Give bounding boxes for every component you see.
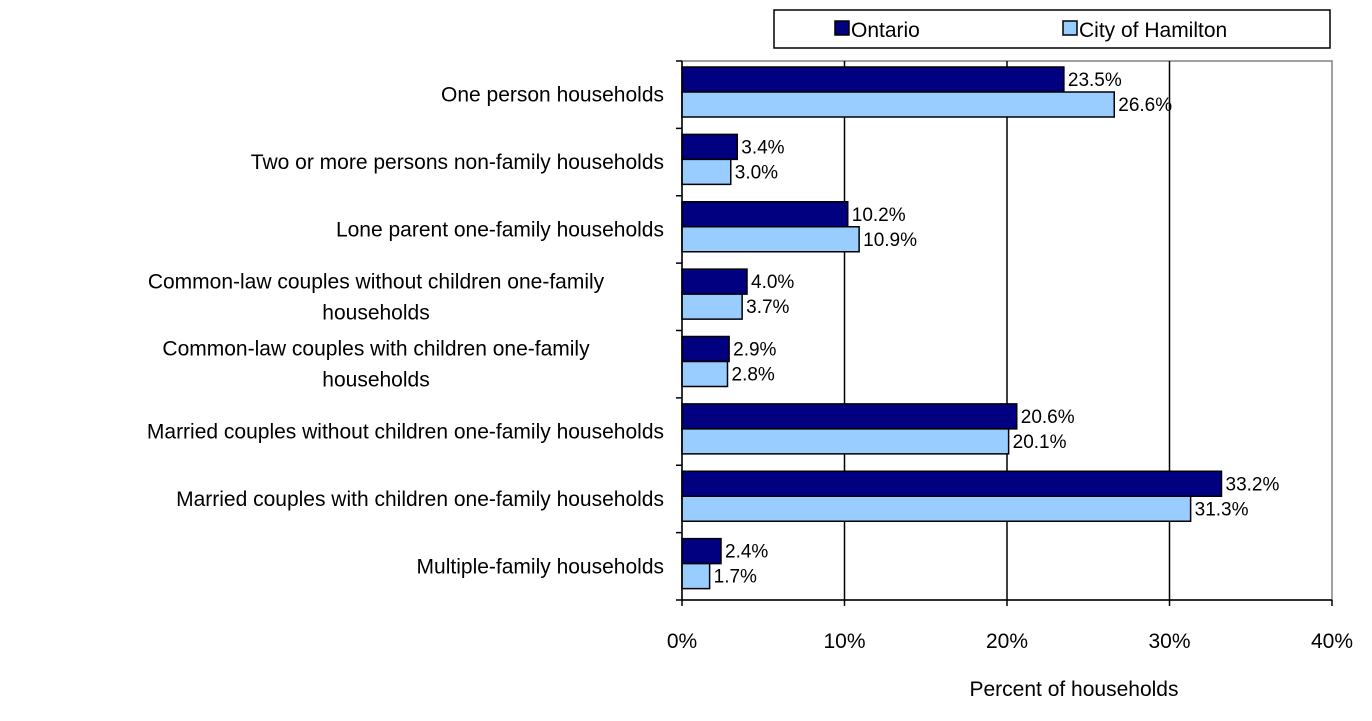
bar-ontario-married-couples-without-children-one-family-households [681, 403, 1018, 430]
category-label-line: Common-law couples with children one-fam… [162, 338, 590, 361]
category-label-line: Married couples without children one-fam… [147, 421, 664, 444]
category-label-line: Common-law couples without children one-… [148, 270, 605, 293]
category-label-two-or-more-persons-non-family-households: Two or more persons non-family household… [251, 151, 664, 174]
category-label-line: Multiple-family households [417, 555, 664, 578]
legend-label-ontario: Ontario [851, 19, 920, 42]
category-label-multiple-family-households: Multiple-family households [417, 555, 664, 578]
data-label-city-of-hamilton-common-law-couples-with-children-one-family-households: 2.8% [732, 365, 775, 386]
bar-ontario-married-couples-with-children-one-family-households [681, 470, 1223, 497]
bar-city-of-hamilton-common-law-couples-with-children-one-family-households [681, 360, 729, 388]
data-label-city-of-hamilton-married-couples-without-children-one-family-households: 20.1% [1013, 432, 1067, 453]
legend-box [773, 9, 1331, 49]
x-tick-label-0: 0% [667, 630, 697, 653]
data-label-city-of-hamilton-married-couples-with-children-one-family-households: 31.3% [1195, 499, 1249, 520]
data-label-ontario-common-law-couples-with-children-one-family-households: 2.9% [733, 340, 776, 361]
data-label-ontario-one-person-households: 23.5% [1068, 70, 1122, 91]
data-label-city-of-hamilton-common-law-couples-without-children-one-family-households: 3.7% [746, 297, 789, 318]
bar-ontario-multiple-family-households [681, 537, 722, 565]
bar-city-of-hamilton-two-or-more-persons-non-family-households [681, 158, 732, 186]
x-tick-label-30: 30% [1148, 630, 1190, 653]
bar-ontario-common-law-couples-with-children-one-family-households [681, 335, 730, 363]
category-label-lone-parent-one-family-households: Lone parent one-family households [336, 218, 664, 241]
legend-label-city-of-hamilton: City of Hamilton [1079, 19, 1227, 42]
category-label-married-couples-with-children-one-family-households: Married couples with children one-family… [176, 488, 664, 511]
bar-city-of-hamilton-lone-parent-one-family-households [681, 226, 860, 253]
category-labels: One person households Two or more persons… [147, 84, 664, 579]
category-label-line: households [322, 301, 429, 324]
bar-city-of-hamilton-one-person-households [681, 91, 1115, 118]
category-label-one-person-households: One person households [441, 84, 664, 107]
data-label-city-of-hamilton-multiple-family-households: 1.7% [714, 567, 757, 588]
category-label-line: Two or more persons non-family household… [251, 151, 664, 174]
category-label-common-law-couples-without-children-one-family-households: Common-law couples without children one-… [148, 270, 605, 324]
data-labels: 23.5% 26.6% 3.4% 3.0% 10.2% 10.9% 4.0% 3.7% 2.9%… [714, 70, 1280, 588]
bars [681, 66, 1223, 590]
x-tick-label-10: 10% [823, 630, 865, 653]
legend-swatch-city-of-hamilton [1062, 20, 1078, 36]
x-tick-label-20: 20% [986, 630, 1028, 653]
category-label-married-couples-without-children-one-family-households: Married couples without children one-fam… [147, 421, 664, 444]
category-label-line: Married couples with children one-family… [176, 488, 664, 511]
category-label-line: Lone parent one-family households [336, 218, 664, 241]
data-label-ontario-multiple-family-households: 2.4% [725, 542, 768, 563]
category-label-common-law-couples-with-children-one-family-households: Common-law couples with children one-fam… [162, 338, 590, 392]
bar-ontario-common-law-couples-without-children-one-family-households [681, 268, 748, 295]
x-axis-title: Percent of households [970, 678, 1179, 701]
bar-ontario-one-person-households [681, 66, 1065, 93]
x-tick-labels: 0% 10% 20% 30% 40% [667, 630, 1353, 653]
data-label-city-of-hamilton-one-person-households: 26.6% [1118, 95, 1172, 116]
bar-city-of-hamilton-married-couples-with-children-one-family-households [681, 495, 1192, 522]
data-label-city-of-hamilton-lone-parent-one-family-households: 10.9% [863, 230, 917, 251]
category-label-line: households [322, 369, 429, 392]
bar-ontario-lone-parent-one-family-households [681, 201, 849, 228]
bar-city-of-hamilton-multiple-family-households [681, 562, 711, 590]
category-label-line: One person households [441, 84, 664, 107]
bar-ontario-two-or-more-persons-non-family-households [681, 133, 738, 161]
data-label-ontario-lone-parent-one-family-households: 10.2% [852, 205, 906, 226]
legend: Ontario City of Hamilton [773, 9, 1331, 49]
data-label-ontario-married-couples-with-children-one-family-households: 33.2% [1226, 474, 1280, 495]
data-label-ontario-common-law-couples-without-children-one-family-households: 4.0% [751, 272, 794, 293]
legend-swatch-ontario [834, 20, 850, 36]
data-label-city-of-hamilton-two-or-more-persons-non-family-households: 3.0% [735, 162, 778, 183]
data-label-ontario-two-or-more-persons-non-family-households: 3.4% [741, 137, 784, 158]
data-label-ontario-married-couples-without-children-one-family-households: 20.6% [1021, 407, 1075, 428]
bar-city-of-hamilton-married-couples-without-children-one-family-households [681, 428, 1010, 455]
bar-city-of-hamilton-common-law-couples-without-children-one-family-households [681, 293, 743, 320]
x-tick-label-40: 40% [1311, 630, 1353, 653]
axes [676, 60, 1333, 606]
